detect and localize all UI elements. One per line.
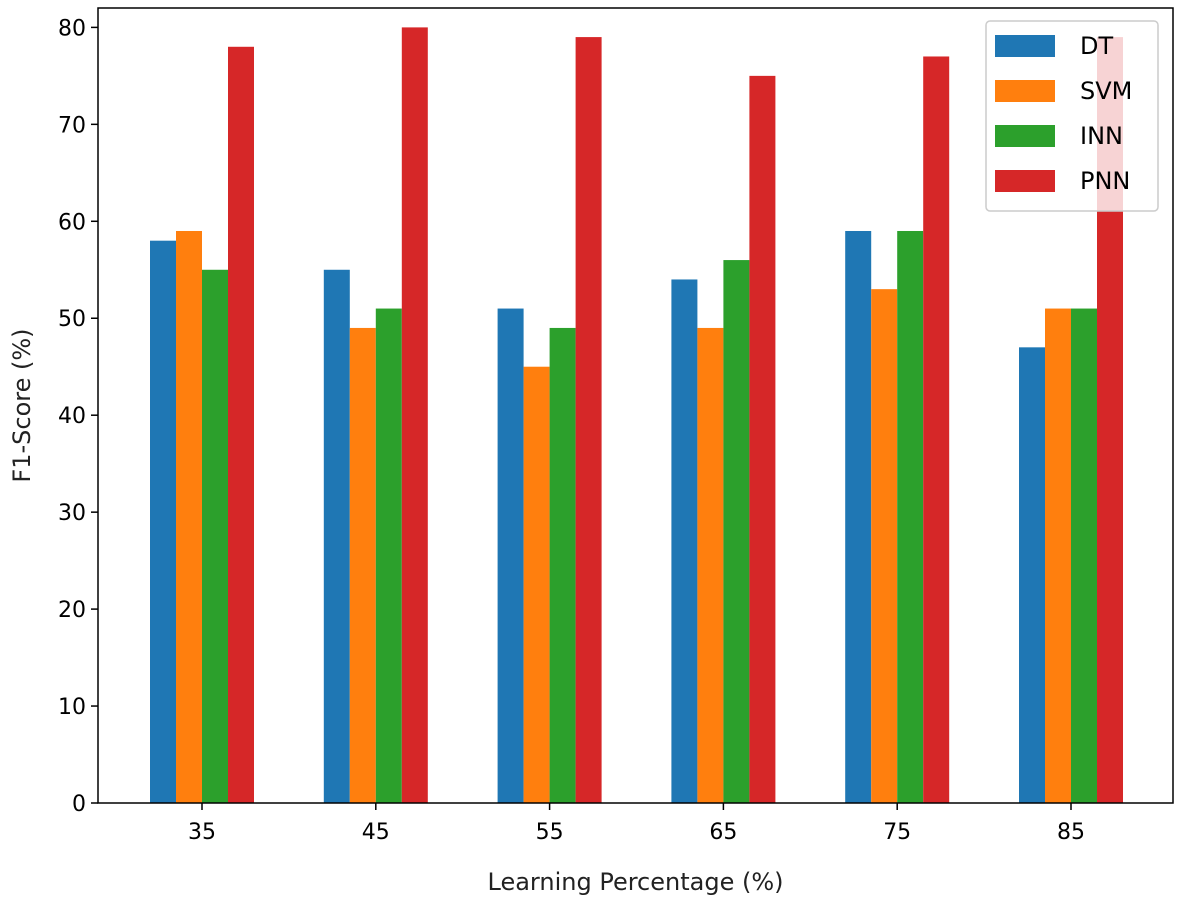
bar-dt-65 xyxy=(671,279,698,804)
bar-svm-45 xyxy=(349,327,376,803)
bar-inn-65 xyxy=(723,260,750,803)
x-tick-label: 45 xyxy=(362,820,390,845)
bar-pnn-35 xyxy=(228,46,254,803)
x-tick-label: 65 xyxy=(709,820,737,845)
legend-swatch-pnn xyxy=(995,170,1055,192)
bar-inn-55 xyxy=(549,327,576,803)
bar-svm-75 xyxy=(871,289,898,803)
x-axis: 35 45 55 65 75 85 xyxy=(188,803,1085,845)
legend-box xyxy=(985,20,1159,212)
legend-label-pnn: PNN xyxy=(1080,167,1130,195)
legend-label-svm: SVM xyxy=(1080,77,1132,105)
bar-pnn-65 xyxy=(749,75,776,804)
bar-inn-85 xyxy=(1071,308,1097,803)
legend-label-inn: INN xyxy=(1080,122,1123,150)
x-tick-label: 35 xyxy=(188,820,216,845)
bar-dt-75 xyxy=(845,230,872,804)
legend-label-dt: DT xyxy=(1080,32,1113,60)
bar-svm-35 xyxy=(176,230,202,804)
y-tick-label: 60 xyxy=(58,210,86,235)
bar-svm-65 xyxy=(697,327,724,803)
bar-inn-45 xyxy=(375,308,402,803)
legend: DT SVM INN PNN xyxy=(985,20,1159,212)
bar-inn-35 xyxy=(202,269,228,803)
bar-pnn-75 xyxy=(923,56,950,804)
legend-swatch-inn xyxy=(995,125,1055,147)
legend-swatch-dt xyxy=(995,35,1055,57)
bar-dt-55 xyxy=(497,308,524,803)
x-tick-label: 75 xyxy=(883,820,911,845)
bar-pnn-55 xyxy=(575,37,602,803)
bar-inn-75 xyxy=(897,230,924,804)
y-tick-label: 70 xyxy=(58,113,86,138)
x-axis-title: Learning Percentage (%) xyxy=(488,868,784,896)
y-tick-label: 80 xyxy=(58,16,86,41)
bar-pnn-45 xyxy=(401,27,428,803)
legend-swatch-svm xyxy=(995,80,1055,102)
y-axis-title: F1-Score (%) xyxy=(8,328,36,482)
y-tick-label: 10 xyxy=(58,695,86,720)
y-tick-label: 20 xyxy=(58,598,86,623)
y-axis: 0 10 20 30 40 50 60 70 80 xyxy=(58,16,98,817)
y-tick-label: 30 xyxy=(58,501,86,526)
x-tick-label: 55 xyxy=(536,820,564,845)
plot-frame xyxy=(97,7,1174,804)
y-tick-label: 0 xyxy=(72,792,86,817)
y-tick-label: 50 xyxy=(58,307,86,332)
x-tick-label: 85 xyxy=(1057,820,1085,845)
bars-group xyxy=(150,27,1123,804)
bar-dt-45 xyxy=(323,269,350,803)
bar-dt-85 xyxy=(1019,347,1045,803)
bar-svm-55 xyxy=(523,366,550,803)
bar-dt-35 xyxy=(150,240,176,803)
bar-svm-85 xyxy=(1045,308,1071,803)
y-tick-label: 40 xyxy=(58,404,86,429)
